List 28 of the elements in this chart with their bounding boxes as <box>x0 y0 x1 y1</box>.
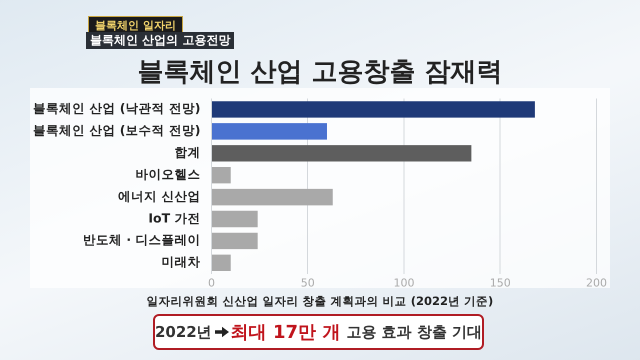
bar <box>212 123 327 140</box>
text: 고용 효과 창출 기대 <box>346 322 482 342</box>
bar <box>212 166 231 184</box>
text: 2022년 <box>155 322 212 342</box>
y-tick-label: 바이오헬스 <box>135 166 200 182</box>
text: 최대 17만 개 <box>230 321 340 344</box>
bar <box>212 101 535 118</box>
x-tick-label: 100 <box>393 276 414 290</box>
x-tick-label: 200 <box>586 276 607 290</box>
y-tick-label: 합계 <box>174 144 200 160</box>
chart-subtitle: 블록체인 산업의 고용전망 <box>86 32 234 49</box>
text: 일자리위원회 신산업 일자리 창출 계획과의 비교 (2022년 기준) <box>146 294 494 309</box>
y-tick-label: 미래차 <box>161 254 200 270</box>
y-tick-label: 블록체인 산업 (낙관적 전망) <box>32 100 200 116</box>
y-tick-label: IoT 가전 <box>148 210 200 226</box>
y-tick-label: 반도체 · 디스플레이 <box>83 232 200 248</box>
bar <box>212 145 472 162</box>
bar <box>212 188 333 206</box>
text: 블록체인 일자리 <box>95 19 176 32</box>
y-tick-label: 에너지 신산업 <box>118 188 200 204</box>
x-tick-label: 150 <box>490 276 511 290</box>
x-tick-label: 0 <box>208 276 215 290</box>
chart-title: 블록체인 산업 고용창출 잠재력 <box>136 56 504 89</box>
bar <box>212 232 258 250</box>
y-tick-label: 블록체인 산업 (보수적 전망) <box>32 122 200 138</box>
x-tick-label: 50 <box>300 276 315 290</box>
bar <box>212 210 258 228</box>
bar <box>212 254 231 272</box>
